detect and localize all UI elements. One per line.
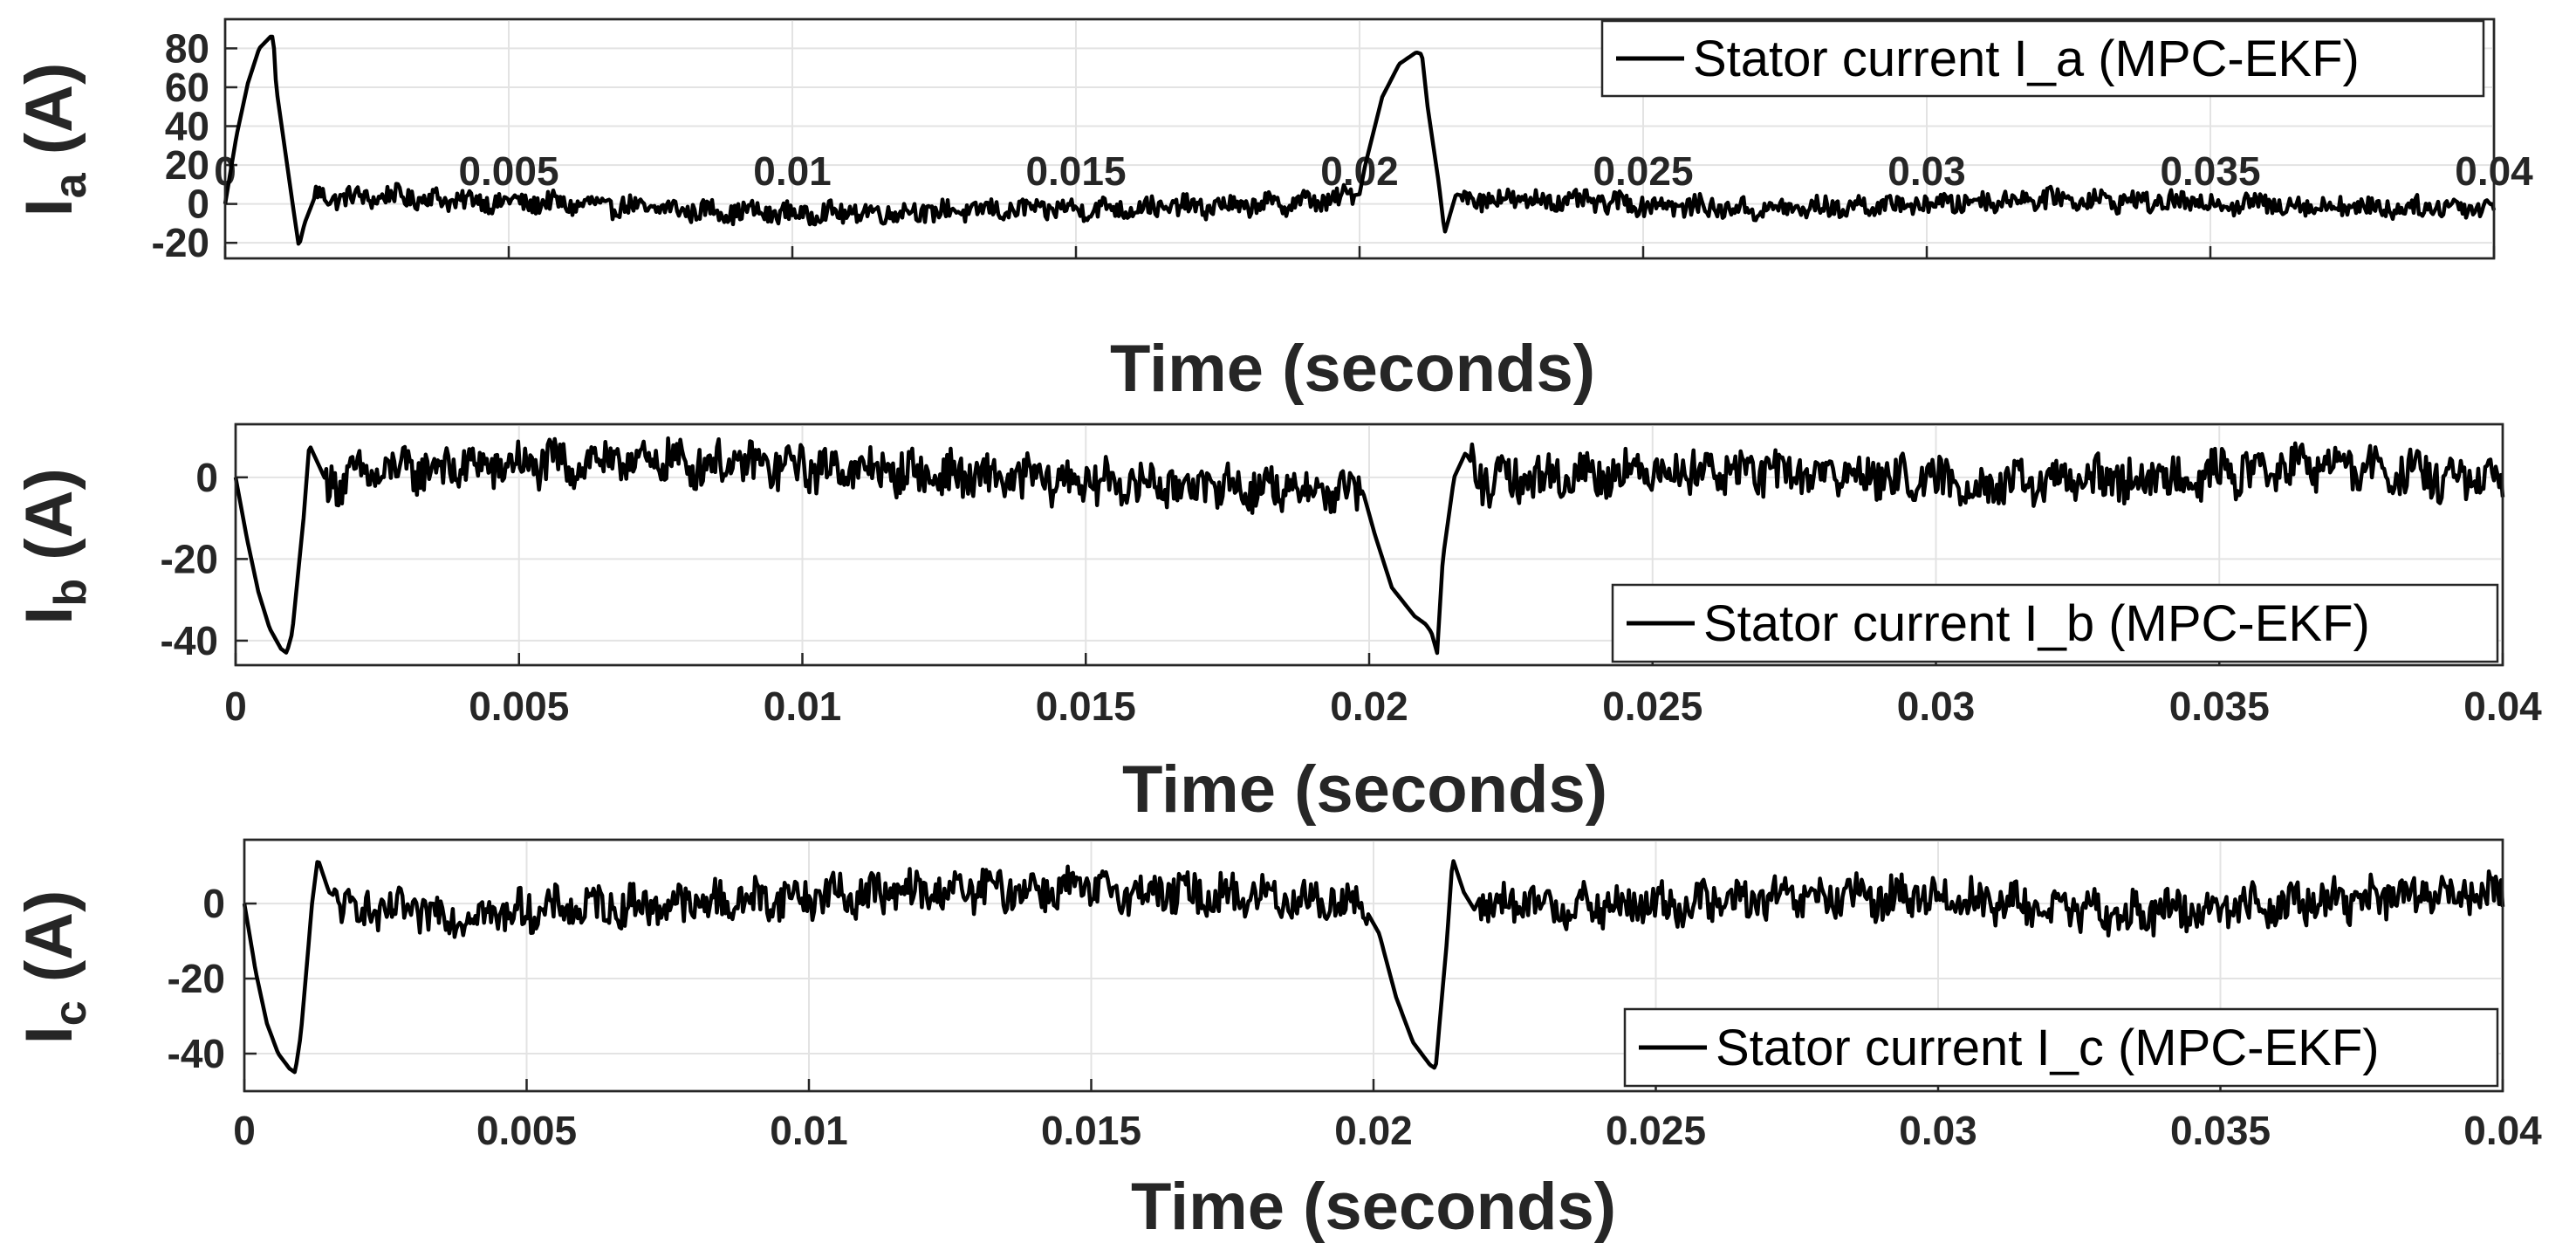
x-axis-label-ic: Time (seconds) xyxy=(1131,1170,1616,1244)
x-tick-label: 0.005 xyxy=(476,1108,577,1153)
x-tick-label: 0.02 xyxy=(1330,683,1408,729)
legend-label-ib: Stator current I_b (MPC-EKF) xyxy=(1703,595,2370,652)
legend-label-ia: Stator current I_a (MPC-EKF) xyxy=(1693,31,2360,87)
series-line-ib xyxy=(233,436,2505,656)
y-label-sub-ia: a xyxy=(45,172,96,198)
y-tick-label: -40 xyxy=(168,1031,225,1076)
x-tick-label: 0.035 xyxy=(2169,683,2270,729)
x-tick-label: 0.015 xyxy=(1041,1108,1141,1153)
x-axis-label-ia: Time (seconds) xyxy=(1110,332,1595,406)
y-tick-label: 40 xyxy=(165,104,209,149)
x-tick-label: 0.015 xyxy=(1036,683,1136,729)
series-line-ic xyxy=(242,859,2505,1075)
axes-frame-ic xyxy=(243,838,2504,1093)
axes-frame-ib xyxy=(234,422,2504,667)
y-label-unit-ib: (A) xyxy=(12,468,86,579)
y-tick-label: 80 xyxy=(165,25,209,71)
y-tick-label: 0 xyxy=(202,881,225,926)
y-tick-label: 0 xyxy=(195,455,218,500)
legend-label-ic: Stator current I_c (MPC-EKF) xyxy=(1716,1020,2380,1076)
y-axis-label-ic: Ic (A) xyxy=(12,890,96,1045)
x-tick-label: 0.025 xyxy=(1606,1108,1706,1153)
y-tick-label: -20 xyxy=(168,956,225,1001)
legend-ib: Stator current I_b (MPC-EKF) xyxy=(1611,583,2499,663)
x-tick-label: 0.02 xyxy=(1334,1108,1413,1153)
x-tick-label: 0.005 xyxy=(469,683,569,729)
x-ticks-ic: 0 0.005 0.01 0.015 0.02 0.025 0.03 0.035 0.04 xyxy=(233,1079,2542,1153)
y-tick-label: -40 xyxy=(161,618,218,663)
y-label-main-ia: I xyxy=(12,198,86,216)
legend-ia: Stator current I_a (MPC-EKF) xyxy=(1600,19,2485,98)
x-tick-label: 0 xyxy=(233,1108,256,1153)
y-ticks-ic: -40 -20 0 xyxy=(168,881,257,1076)
axes-frame-ia xyxy=(223,17,2496,260)
x-tick-label: 0.04 xyxy=(2463,1108,2542,1153)
x-tick-label: 0.01 xyxy=(770,1108,848,1153)
x-tick-label: 0.035 xyxy=(2160,148,2260,194)
y-axis-label-ib: Ib (A) xyxy=(12,468,96,625)
x-tick-label: 0.03 xyxy=(1897,683,1976,729)
x-ticks-ib: 0 0.005 0.01 0.015 0.02 0.025 0.03 0.035 0.04 xyxy=(224,653,2542,729)
x-tick-label: 0.01 xyxy=(753,148,832,194)
y-label-unit-ic: (A) xyxy=(12,890,86,1001)
x-tick-label: 0.035 xyxy=(2170,1108,2271,1153)
x-axis-label-ib: Time (seconds) xyxy=(1122,752,1607,827)
x-tick-label: 0.025 xyxy=(1593,148,1693,194)
legend-box-ia xyxy=(1600,19,2485,98)
x-tick-label: 0.03 xyxy=(1899,1108,1977,1153)
legend-ic: Stator current I_c (MPC-EKF) xyxy=(1623,1007,2499,1088)
x-tick-label: 0.005 xyxy=(458,148,558,194)
legend-box-ic xyxy=(1623,1007,2499,1088)
y-tick-label: -20 xyxy=(152,220,209,265)
panel-ia: 0 0.005 0.01 0.015 0.02 0.025 0.03 0.035 0.04 -2… xyxy=(12,17,2533,406)
y-tick-label: 60 xyxy=(165,65,209,110)
y-ticks-ib: -40 -20 0 xyxy=(161,455,248,663)
x-tick-label: 0.015 xyxy=(1025,148,1126,194)
y-tick-label: 20 xyxy=(165,142,209,188)
x-tick-label: 0 xyxy=(224,683,247,729)
legend-box-ib xyxy=(1611,583,2499,663)
x-tick-label: 0.03 xyxy=(1887,148,1966,194)
x-tick-label: 0.04 xyxy=(2463,683,2542,729)
y-label-unit-ia: (A) xyxy=(12,63,86,174)
y-tick-label: 0 xyxy=(187,182,209,227)
y-tick-label: -20 xyxy=(161,536,218,581)
y-label-main-ic: I xyxy=(12,1026,86,1044)
panel-ib: 0 0.005 0.01 0.015 0.02 0.025 0.03 0.035 0.04 -4… xyxy=(12,422,2542,827)
x-tick-label: 0.025 xyxy=(1602,683,1702,729)
panel-ic: 0 0.005 0.01 0.015 0.02 0.025 0.03 0.035 0.04 -4… xyxy=(12,838,2542,1244)
x-tick-label: 0.01 xyxy=(764,683,842,729)
y-label-sub-ic: c xyxy=(45,1000,96,1026)
y-label-main-ib: I xyxy=(12,607,86,625)
series-line-ia xyxy=(223,34,2497,246)
y-axis-label-ia: Ia (A) xyxy=(12,63,96,217)
y-label-sub-ib: b xyxy=(45,579,96,607)
